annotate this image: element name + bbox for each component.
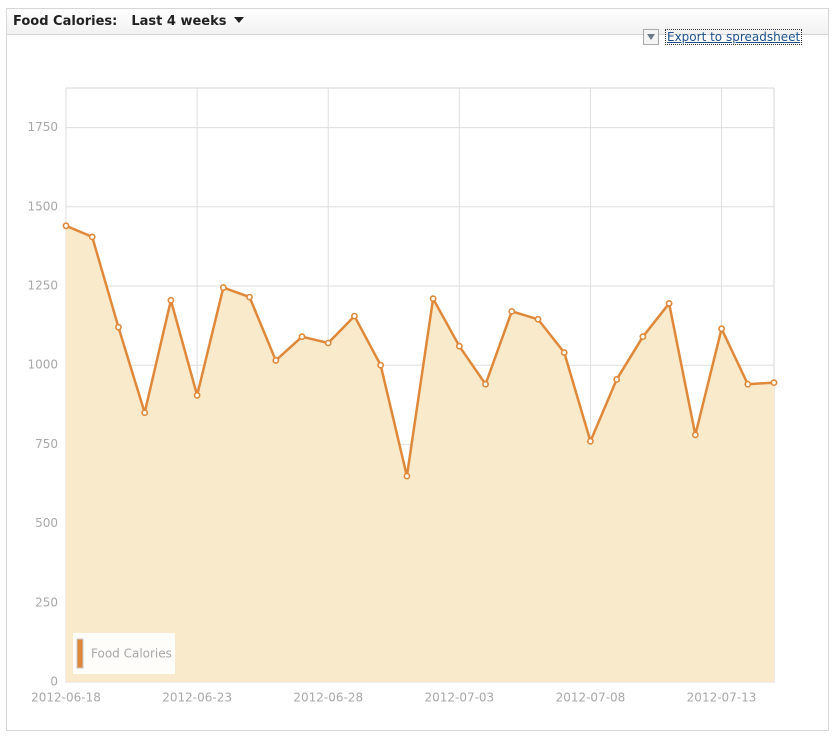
- dropdown-arrow[interactable]: [233, 17, 244, 23]
- y-tick-label: 500: [35, 516, 58, 530]
- point: [665, 300, 673, 307]
- x-tick-label: 2012-06-18: [31, 691, 101, 705]
- point: [455, 342, 463, 350]
- area-fill: [66, 225, 774, 683]
- y-tick-label: 250: [35, 595, 58, 609]
- legend: Food Calories: [73, 633, 175, 674]
- point: [324, 339, 332, 347]
- point: [115, 323, 122, 331]
- point: [193, 391, 201, 399]
- x-tick-label: 2012-06-23: [162, 691, 232, 705]
- point: [560, 349, 568, 356]
- x-tick-label: 2012-07-03: [424, 691, 494, 705]
- point: [613, 376, 621, 383]
- legend-swatch: [76, 638, 84, 669]
- export-icon[interactable]: [643, 29, 659, 45]
- point: [377, 361, 385, 369]
- point: [62, 222, 70, 230]
- point: [141, 409, 149, 417]
- y-tick-label: 1250: [27, 279, 58, 293]
- point: [639, 333, 647, 341]
- y-tick-label: 0: [50, 675, 58, 689]
- point: [744, 380, 752, 388]
- line: [65, 224, 775, 478]
- point: [770, 379, 778, 387]
- header-label: Food Calories:: [13, 14, 118, 29]
- point: [298, 333, 306, 341]
- point: [351, 312, 358, 320]
- x-tick-label: 2012-07-13: [687, 691, 757, 705]
- x-tick-label: 2012-06-28: [293, 691, 363, 705]
- point: [534, 315, 542, 323]
- y-tick-label: 750: [35, 437, 58, 451]
- point: [88, 233, 96, 241]
- x-tick-label: 2012-07-08: [556, 691, 626, 705]
- y-tick-label: 1000: [27, 358, 58, 372]
- point: [429, 295, 437, 303]
- point: [167, 296, 175, 304]
- export: Export to spreadsheet: [643, 29, 803, 45]
- point: [718, 325, 725, 333]
- point: [272, 357, 280, 364]
- panel: Food Calories: Last 4 weeks: [6, 8, 829, 731]
- panel-header: Food Calories: Last 4 weeks: [7, 9, 828, 35]
- y-tick-label: 1500: [27, 199, 58, 213]
- y-tick-label: 1750: [27, 120, 58, 134]
- point: [246, 293, 253, 301]
- range-text[interactable]: Last 4 weeks: [131, 14, 227, 29]
- export-link[interactable]: Export to spreadsheet: [665, 29, 803, 45]
- point: [587, 437, 594, 445]
- point: [403, 472, 411, 480]
- legend-label: Food Calories: [91, 647, 172, 661]
- legend-box: [73, 633, 175, 674]
- point: [508, 307, 516, 315]
- point: [482, 380, 489, 388]
- range-dropdown[interactable]: Last 4 weeks: [131, 14, 244, 29]
- point: [219, 284, 227, 291]
- point: [691, 431, 699, 439]
